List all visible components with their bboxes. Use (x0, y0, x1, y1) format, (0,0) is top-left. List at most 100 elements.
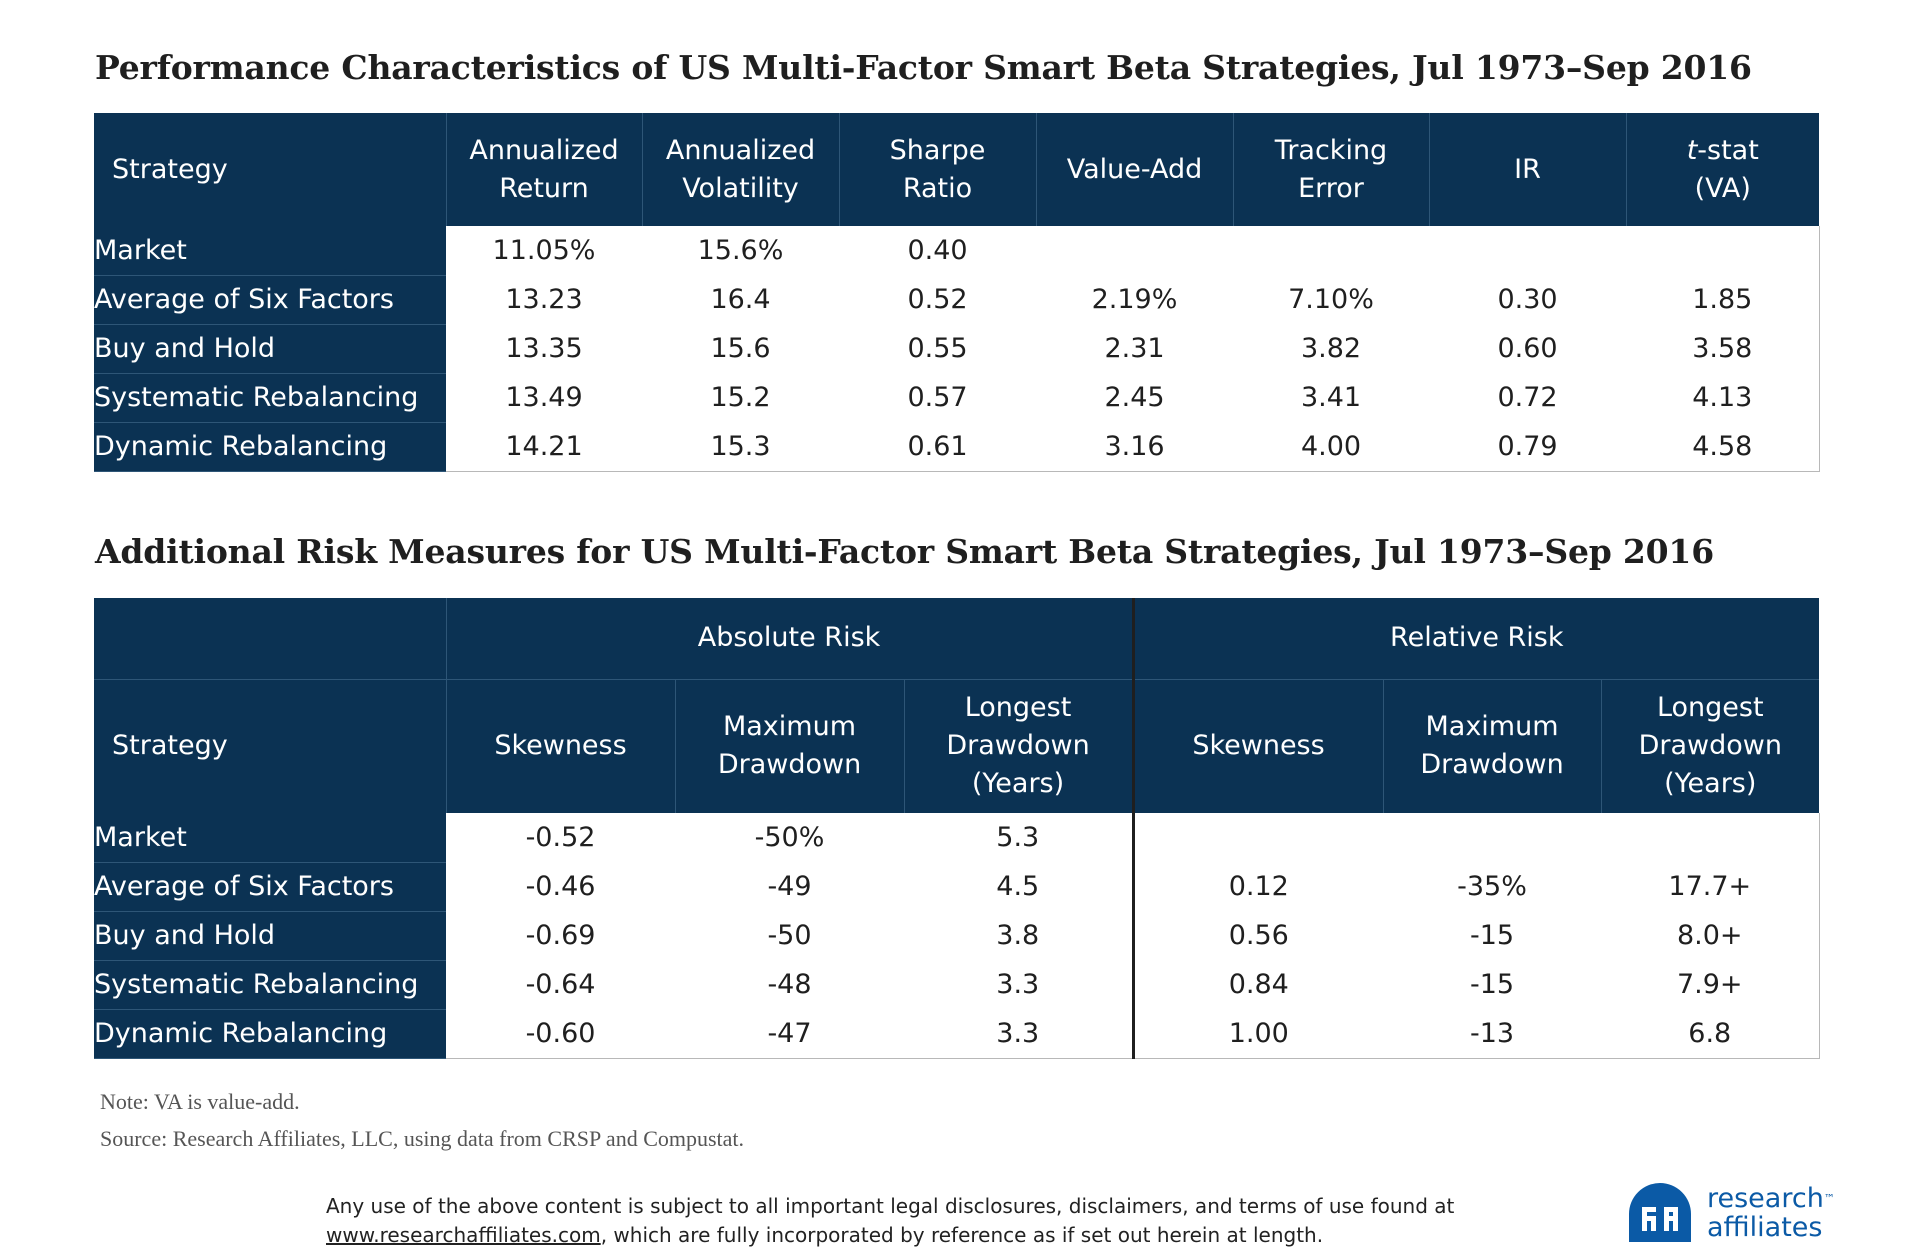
col-header-rel-longest-drawdown: Longest Drawdown (Years) (1600, 678, 1820, 813)
row-label: Average of Six Factors (94, 275, 446, 325)
cell-sharpe-ratio: 0.52 (907, 284, 968, 315)
cell-rel-longest-drawdown: 6.8 (1601, 1009, 1820, 1059)
col-header-sharpe-ratio: Sharpe Ratio (838, 113, 1036, 226)
cell-rel-longest-drawdown: 7.9+ (1601, 960, 1820, 1009)
col-header-strategy: Strategy (94, 678, 446, 813)
cell-tracking-error: 3.82 (1300, 333, 1362, 364)
cell-annualized-volatility: 15.6% (697, 235, 784, 266)
cell-rel-skewness: 0.56 (1131, 911, 1384, 960)
cell-annualized-volatility: 15.2 (710, 382, 771, 413)
cell-annualized-return: 13.23 (505, 284, 583, 315)
cell-annualized-return: 13.35 (505, 333, 583, 364)
cell-sharpe-ratio: 0.55 (907, 333, 968, 364)
group-header-empty (94, 598, 446, 679)
cell-rel-max-drawdown: -15 (1469, 969, 1515, 1000)
source-note: Source: Research Affiliates, LLC, using … (100, 1126, 745, 1151)
table2-title: Additional Risk Measures for US Multi-Fa… (95, 532, 1714, 571)
cell-abs-skewness: -0.60 (446, 1009, 675, 1059)
research-affiliates-logo: research™ affiliates (1625, 1180, 1845, 1242)
cell-tracking-error (1233, 226, 1429, 275)
disclaimer-line2: www.researchaffiliates.com, which are fu… (326, 1221, 1454, 1250)
cell-value-add (1036, 226, 1233, 275)
cell-rel-skewness (1131, 813, 1384, 862)
cell-rel-max-drawdown: -35% (1457, 871, 1527, 902)
col-header-abs-max-drawdown: Maximum Drawdown (674, 678, 904, 813)
cell-ir (1429, 226, 1626, 275)
disclaimer-line2-text: , which are fully incorporated by refere… (600, 1223, 1324, 1247)
disclaimer-line1: Any use of the above content is subject … (326, 1194, 1455, 1218)
cell-rel-max-drawdown (1383, 813, 1601, 862)
row-label: Dynamic Rebalancing (94, 1009, 446, 1059)
cell-tracking-error: 7.10% (1288, 284, 1374, 315)
cell-t-stat: 4.13 (1626, 373, 1820, 422)
table-row: Buy and Hold 13.35 15.6 0.55 2.31 3.82 0… (94, 324, 1820, 374)
col-header-annualized-return: Annualized Return (445, 113, 642, 226)
row-label: Market (94, 226, 446, 276)
cell-abs-longest-drawdown: 4.5 (996, 871, 1040, 902)
col-header-annualized-volatility: Annualized Volatility (641, 113, 839, 226)
website-link[interactable]: www.researchaffiliates.com (326, 1223, 601, 1247)
table-row: Dynamic Rebalancing -0.60 -47 3.3 1.00 -… (94, 1009, 1820, 1059)
cell-value-add: 2.31 (1104, 333, 1165, 364)
cell-sharpe-ratio: 0.57 (907, 382, 968, 413)
col-header-abs-longest-drawdown: Longest Drawdown (Years) (903, 678, 1134, 813)
cell-tracking-error: 3.41 (1300, 382, 1362, 413)
cell-abs-max-drawdown: -50 (767, 920, 812, 951)
cell-annualized-volatility: 15.6 (710, 333, 771, 364)
cell-abs-max-drawdown: -49 (767, 871, 812, 902)
group-header-row: Absolute Risk Relative Risk (94, 598, 1820, 679)
risk-measures-table: Absolute Risk Relative Risk Strategy Ske… (94, 598, 1820, 1059)
cell-rel-longest-drawdown: 8.0+ (1601, 911, 1820, 960)
table1-title: Performance Characteristics of US Multi-… (95, 48, 1752, 87)
cell-abs-longest-drawdown: 3.3 (996, 969, 1040, 1000)
footnote-va: Note: VA is value-add. (100, 1089, 300, 1114)
cell-abs-longest-drawdown: 5.3 (996, 822, 1040, 853)
group-header-relative-risk: Relative Risk (1131, 598, 1820, 679)
table-row: Systematic Rebalancing 13.49 15.2 0.57 2… (94, 373, 1820, 423)
cell-value-add: 2.45 (1104, 382, 1165, 413)
row-label: Buy and Hold (94, 911, 446, 961)
header-row: Strategy Skewness Maximum Drawdown Longes… (94, 678, 1820, 813)
logo-mark-icon (1629, 1183, 1691, 1242)
header-row: Strategy Annualized Return Annualized Vola… (94, 113, 1819, 226)
cell-rel-longest-drawdown: 17.7+ (1601, 862, 1820, 911)
cell-abs-max-drawdown: -50% (754, 822, 825, 853)
row-label: Average of Six Factors (94, 862, 446, 912)
cell-rel-max-drawdown: -15 (1469, 920, 1515, 951)
cell-abs-skewness: -0.52 (525, 822, 596, 853)
cell-abs-skewness: -0.64 (525, 969, 596, 1000)
row-label: Dynamic Rebalancing (94, 422, 446, 472)
cell-t-stat: 4.58 (1626, 422, 1820, 472)
cell-value-add: 3.16 (1036, 422, 1233, 472)
cell-abs-skewness: -0.69 (525, 920, 596, 951)
row-label: Systematic Rebalancing (94, 960, 446, 1010)
cell-ir: 0.30 (1497, 284, 1558, 315)
performance-table: Strategy Annualized Return Annualized Vola… (94, 113, 1820, 472)
cell-ir: 0.79 (1429, 422, 1626, 472)
cell-rel-skewness: 0.12 (1131, 862, 1384, 911)
col-header-rel-skewness: Skewness (1131, 678, 1384, 813)
cell-ir: 0.72 (1497, 382, 1558, 413)
cell-annualized-volatility: 15.3 (642, 422, 839, 472)
table-row: Market -0.52 -50% 5.3 (94, 813, 1820, 863)
cell-annualized-return: 11.05% (492, 235, 596, 266)
cell-rel-longest-drawdown (1601, 813, 1820, 862)
cell-annualized-return: 13.49 (505, 382, 583, 413)
cell-rel-skewness: 0.84 (1131, 960, 1384, 1009)
table-row: Systematic Rebalancing -0.64 -48 3.3 0.8… (94, 960, 1820, 1010)
table-row: Average of Six Factors -0.46 -49 4.5 0.1… (94, 862, 1820, 912)
logo-text: research™ affiliates (1707, 1183, 1835, 1243)
col-header-tracking-error: Tracking Error (1232, 113, 1429, 226)
col-header-value-add: Value-Add (1035, 113, 1233, 226)
col-header-ir: IR (1428, 113, 1626, 226)
col-header-rel-max-drawdown: Maximum Drawdown (1382, 678, 1602, 813)
cell-rel-skewness: 1.00 (1131, 1009, 1384, 1059)
row-label: Systematic Rebalancing (94, 373, 446, 423)
cell-ir: 0.60 (1497, 333, 1558, 364)
cell-abs-skewness: -0.46 (525, 871, 596, 902)
col-header-abs-skewness: Skewness (445, 678, 675, 813)
cell-t-stat (1626, 226, 1820, 275)
cell-sharpe-ratio: 0.40 (907, 235, 968, 266)
cell-annualized-return: 14.21 (446, 422, 642, 472)
cell-value-add: 2.19% (1091, 284, 1178, 315)
